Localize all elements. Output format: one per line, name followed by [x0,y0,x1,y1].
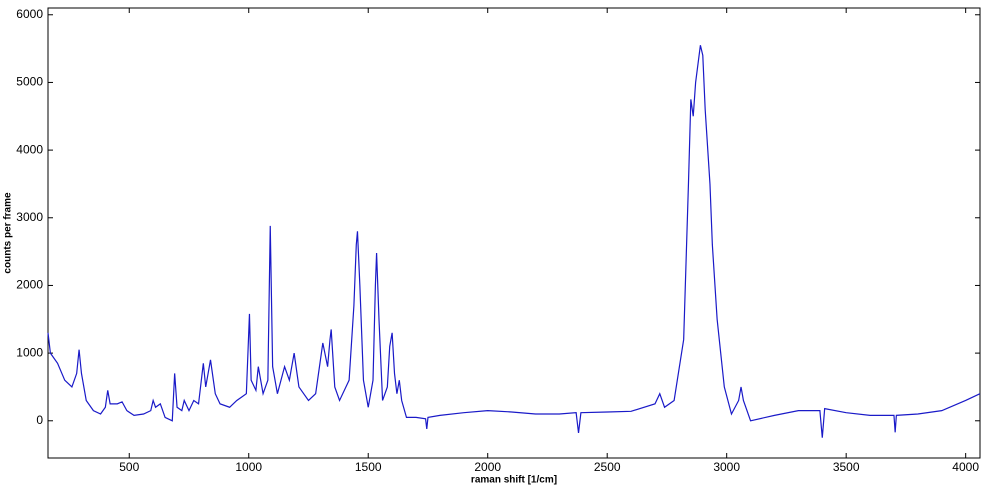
y-tick-label: 2000 [16,278,43,292]
x-axis-title: raman shift [1/cm] [471,475,557,486]
x-tick-label: 3000 [713,460,740,474]
y-axis-title: counts per frame [3,192,14,274]
x-tick-label: 2000 [474,460,501,474]
spectrum-line [47,45,981,438]
x-tick-label: 1500 [355,460,382,474]
x-tick-label: 500 [119,460,139,474]
y-tick-label: 6000 [16,7,43,21]
y-tick-label: 1000 [16,345,43,359]
x-tick-label: 3500 [833,460,860,474]
x-tick-label: 2500 [594,460,621,474]
y-tick-label: 0 [36,413,43,427]
x-tick-label: 4000 [952,460,979,474]
y-tick-label: 4000 [16,142,43,156]
plot-frame [47,7,981,459]
y-tick-label: 5000 [16,75,43,89]
y-tick-label: 3000 [16,210,43,224]
x-tick-label: 1000 [235,460,262,474]
